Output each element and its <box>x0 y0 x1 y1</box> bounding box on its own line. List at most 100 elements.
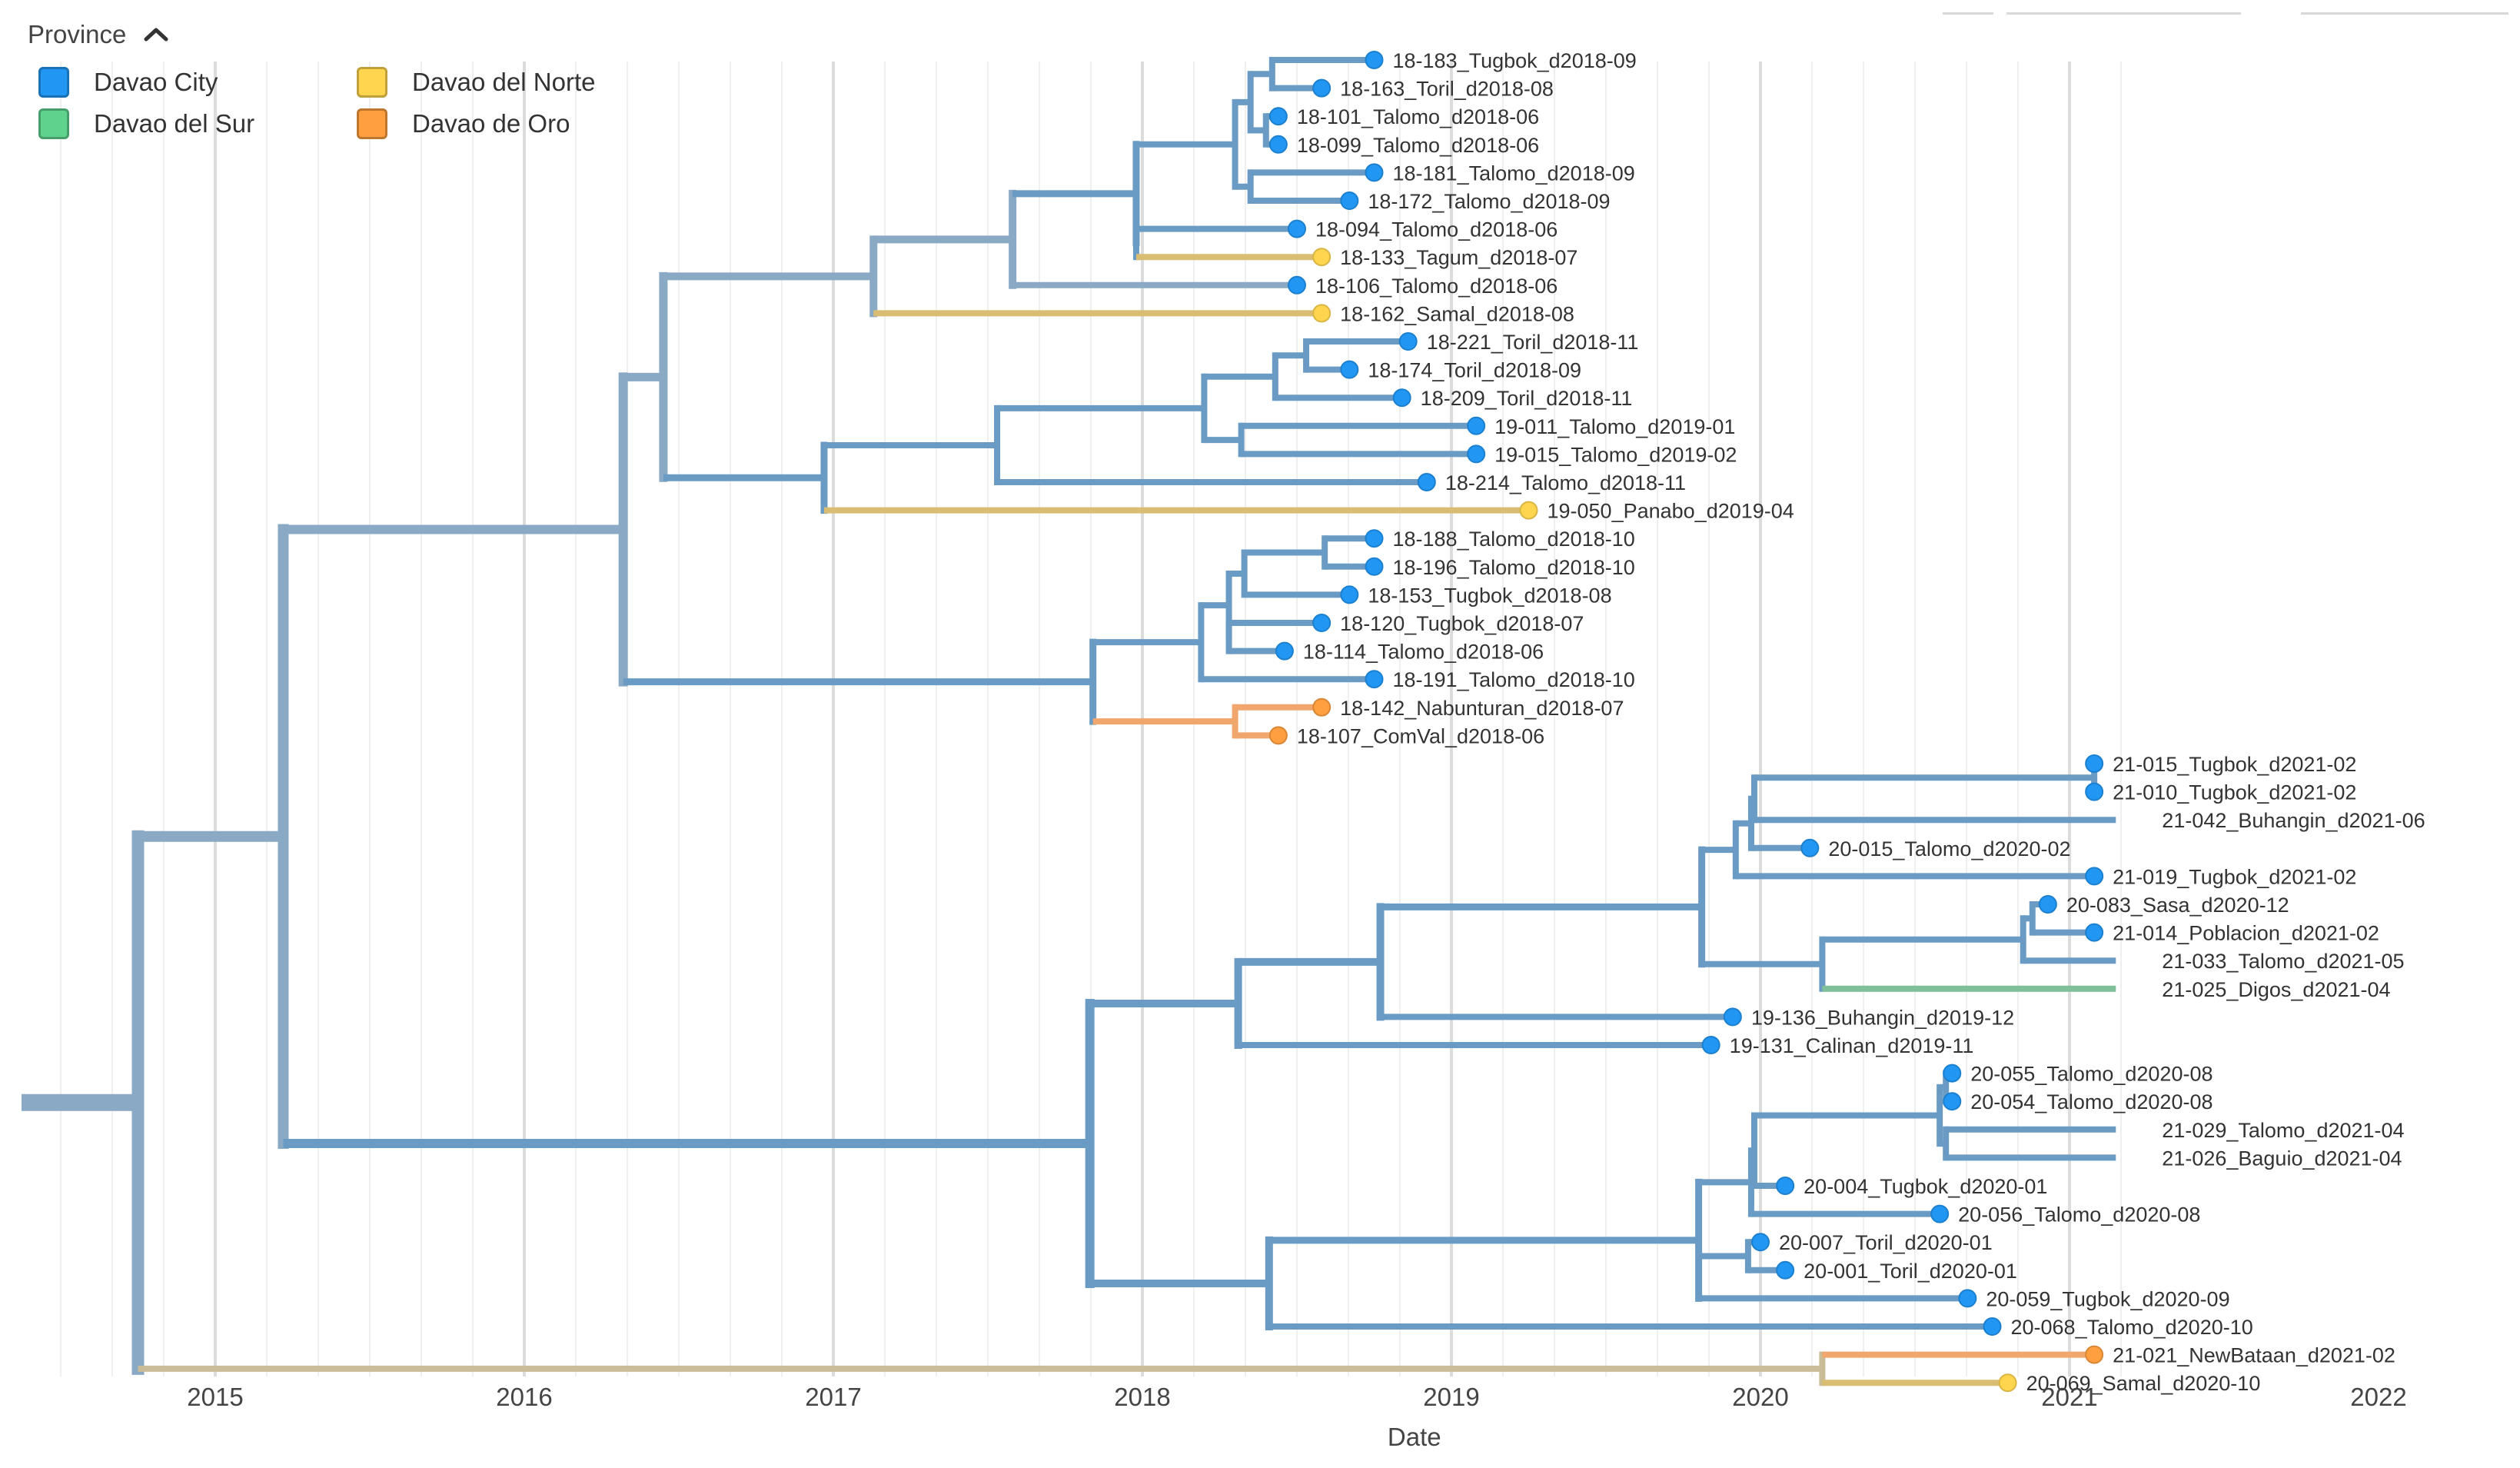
tip-label: 18-209_Toril_d2018-11 <box>1421 387 1633 410</box>
tip-label: 21-010_Tugbok_d2021-02 <box>2113 781 2356 804</box>
tip-label: 21-025_Digos_d2021-04 <box>2162 978 2390 1001</box>
tip-dot <box>1340 360 1359 379</box>
legend-label: Davao del Sur <box>94 109 255 138</box>
tip-label: 21-033_Talomo_d2021-05 <box>2162 950 2404 973</box>
tip-dot <box>1392 388 1411 408</box>
tip-dot <box>2085 923 2104 942</box>
tip-label: 21-026_Baguio_d2021-04 <box>2162 1147 2402 1170</box>
tip-dot <box>1268 726 1288 745</box>
legend-item-davao-del-sur[interactable]: Davao del Sur <box>38 106 254 141</box>
legend-label: Davao City <box>94 68 218 96</box>
tip-label: 19-050_Panabo_d2019-04 <box>1548 500 1794 523</box>
tip-dot <box>1943 1092 1962 1111</box>
tip-dot <box>1268 135 1288 154</box>
tip-dot <box>1930 1204 1950 1223</box>
legend-swatch <box>357 108 387 139</box>
tip-dot <box>1467 444 1486 464</box>
legend-toggle-button[interactable] <box>143 22 169 50</box>
tip-dot <box>1340 585 1359 604</box>
tip-label: 20-015_Talomo_d2020-02 <box>1828 837 2070 860</box>
tip-label: 20-059_Tugbok_d2020-09 <box>1986 1287 2229 1310</box>
tip-dot <box>2038 895 2057 914</box>
tip-label: 20-007_Toril_d2020-01 <box>1779 1231 1993 1254</box>
tip-label: 19-136_Buhangin_d2019-12 <box>1751 1006 2014 1029</box>
tip-label: 21-014_Poblacion_d2021-02 <box>2113 922 2379 945</box>
tip-label: 18-120_Tugbok_d2018-07 <box>1340 612 1584 635</box>
tip-label: 18-163_Toril_d2018-08 <box>1340 78 1554 101</box>
tip-dot <box>1467 416 1486 435</box>
x-tick-label: 2017 <box>805 1383 861 1411</box>
tip-dot <box>2085 867 2104 886</box>
tip-dot <box>1288 219 1306 238</box>
tip-dot <box>1983 1317 2002 1336</box>
tip-label: 20-069_Samal_d2020-10 <box>2026 1372 2261 1395</box>
tip-label: 21-015_Tugbok_d2021-02 <box>2113 753 2356 776</box>
tip-dot <box>1312 248 1331 267</box>
tip-label: 20-056_Talomo_d2020-08 <box>1958 1203 2200 1227</box>
tip-label: 18-183_Tugbok_d2018-09 <box>1393 49 1637 72</box>
tip-label: 18-181_Talomo_d2018-09 <box>1393 161 1635 185</box>
tip-label: 18-153_Tugbok_d2018-08 <box>1368 584 1611 607</box>
tip-dot <box>1958 1289 1977 1308</box>
tip-dot <box>1312 78 1331 98</box>
x-axis-label: Date <box>1388 1423 1441 1451</box>
tip-dot <box>1312 614 1331 632</box>
x-tick-label: 2018 <box>1114 1383 1170 1411</box>
x-tick-label: 2015 <box>187 1383 243 1411</box>
tip-label: 18-099_Talomo_d2018-06 <box>1297 134 1539 157</box>
tip-dot <box>1800 838 1820 857</box>
tip-dot <box>1365 51 1384 69</box>
legend-label: Davao del Norte <box>412 68 596 96</box>
top-divider <box>2006 12 2241 15</box>
tip-label: 20-001_Toril_d2020-01 <box>1804 1260 2017 1283</box>
tip-label: 21-019_Tugbok_d2021-02 <box>2113 865 2356 888</box>
tip-dot <box>1701 1036 1720 1054</box>
tip-dot <box>1312 697 1331 717</box>
tip-label: 21-021_NewBataan_d2021-02 <box>2113 1344 2395 1367</box>
tip-label: 18-107_ComVal_d2018-06 <box>1297 724 1544 747</box>
legend: Province Davao City Davao del Sur Davao … <box>28 17 658 155</box>
tip-label: 18-106_Talomo_d2018-06 <box>1315 275 1558 298</box>
tip-label: 20-054_Talomo_d2020-08 <box>1970 1090 2212 1113</box>
legend-item-davao-de-oro[interactable]: Davao de Oro <box>357 106 570 141</box>
x-tick-label: 2021 <box>2041 1383 2097 1411</box>
tip-dot <box>1398 332 1418 351</box>
tip-label: 18-174_Toril_d2018-09 <box>1368 359 1581 382</box>
tip-dot <box>1519 501 1538 520</box>
chevron-up-icon <box>144 28 168 42</box>
legend-label: Davao de Oro <box>412 109 570 138</box>
tip-dot <box>1943 1064 1962 1083</box>
tip-dot <box>1417 473 1436 491</box>
tip-dot <box>1275 641 1294 661</box>
x-tick-label: 2016 <box>496 1383 552 1411</box>
tip-dot <box>1365 163 1384 182</box>
tip-label: 18-221_Toril_d2018-11 <box>1427 331 1639 354</box>
tip-dot <box>1998 1373 2017 1393</box>
tip-label: 18-162_Samal_d2018-08 <box>1340 302 1574 325</box>
tip-dot <box>2085 754 2104 773</box>
legend-item-davao-city[interactable]: Davao City <box>38 65 218 100</box>
tip-label: 18-142_Nabunturan_d2018-07 <box>1340 697 1624 720</box>
x-tick-label: 2020 <box>1732 1383 1788 1411</box>
tip-label: 18-191_Talomo_d2018-10 <box>1393 668 1635 691</box>
top-divider <box>2301 12 2508 15</box>
tip-dot <box>1288 275 1306 295</box>
tip-dot <box>1365 529 1384 548</box>
tip-label: 20-004_Tugbok_d2020-01 <box>1804 1175 2047 1198</box>
legend-item-davao-del-norte[interactable]: Davao del Norte <box>357 65 595 100</box>
tip-label: 18-094_Talomo_d2018-06 <box>1315 218 1558 241</box>
tip-dot <box>1776 1260 1795 1280</box>
tip-dot <box>1340 191 1359 210</box>
tip-label: 19-011_Talomo_d2019-01 <box>1494 415 1735 438</box>
tip-label: 19-015_Talomo_d2019-02 <box>1494 443 1737 466</box>
tip-dot <box>1365 670 1384 689</box>
tip-label: 18-188_Talomo_d2018-10 <box>1393 528 1635 551</box>
tip-dot <box>1365 557 1384 576</box>
tip-label: 20-068_Talomo_d2020-10 <box>2011 1316 2253 1339</box>
x-tick-label: 2019 <box>1423 1383 1479 1411</box>
tip-dot <box>1723 1007 1742 1027</box>
tip-label: 18-133_Tagum_d2018-07 <box>1340 246 1577 269</box>
tip-dot <box>2085 782 2104 801</box>
